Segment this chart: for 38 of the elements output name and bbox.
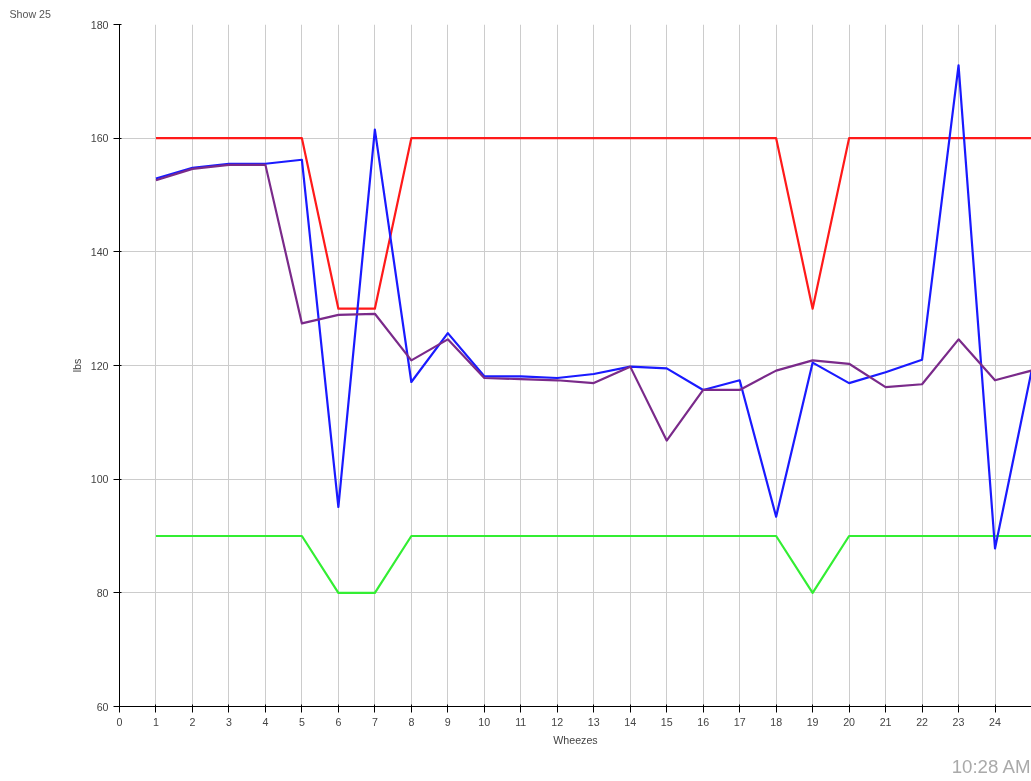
y-tick-label: 100 bbox=[90, 473, 109, 486]
x-tick-label: 7 bbox=[371, 715, 378, 728]
x-tick-label: 0 bbox=[116, 715, 123, 728]
x-tick-label: 1 bbox=[153, 715, 160, 728]
x-tick-label: 4 bbox=[262, 715, 269, 728]
line-series bbox=[154, 64, 1031, 550]
x-tick-label: 3 bbox=[225, 715, 232, 728]
x-tick-label: 20 bbox=[843, 715, 856, 728]
y-tick-label: 160 bbox=[90, 132, 109, 145]
x-tick-label: 24 bbox=[989, 715, 1002, 728]
x-tick-label: 23 bbox=[952, 715, 965, 728]
x-tick-label: 9 bbox=[444, 715, 451, 728]
x-tick-label: 8 bbox=[408, 715, 415, 728]
x-tick-label: 19 bbox=[806, 715, 819, 728]
x-tick-label: 6 bbox=[335, 715, 342, 728]
y-tick-label: 80 bbox=[96, 586, 109, 599]
x-axis-title: Wheezes bbox=[553, 733, 598, 746]
x-tick-label: 12 bbox=[551, 715, 564, 728]
text: 10:28 AM bbox=[951, 755, 1031, 777]
y-tick-label: 120 bbox=[90, 359, 109, 372]
x-tick-label: 15 bbox=[660, 715, 673, 728]
x-tick-label: 18 bbox=[770, 715, 783, 728]
x-tick-label: 21 bbox=[879, 715, 892, 728]
x-tick-label: 14 bbox=[624, 715, 637, 728]
x-tick-label: 2 bbox=[189, 715, 196, 728]
y-tick-label: 180 bbox=[90, 18, 109, 31]
x-tick-label: 5 bbox=[298, 715, 305, 728]
line-series bbox=[154, 163, 1031, 442]
y-tick-label: 140 bbox=[90, 245, 109, 258]
x-tick-label: 22 bbox=[916, 715, 929, 728]
x-tick-label: 13 bbox=[587, 715, 600, 728]
x-tick-label: 11 bbox=[515, 715, 527, 728]
x-tick-label: 17 bbox=[733, 715, 746, 728]
x-tick-label: 10 bbox=[478, 715, 491, 728]
text: Show 25 bbox=[9, 7, 52, 20]
x-tick-label: 16 bbox=[697, 715, 710, 728]
y-tick-label: 60 bbox=[96, 700, 109, 713]
y-axis-title: lbs bbox=[70, 358, 83, 373]
